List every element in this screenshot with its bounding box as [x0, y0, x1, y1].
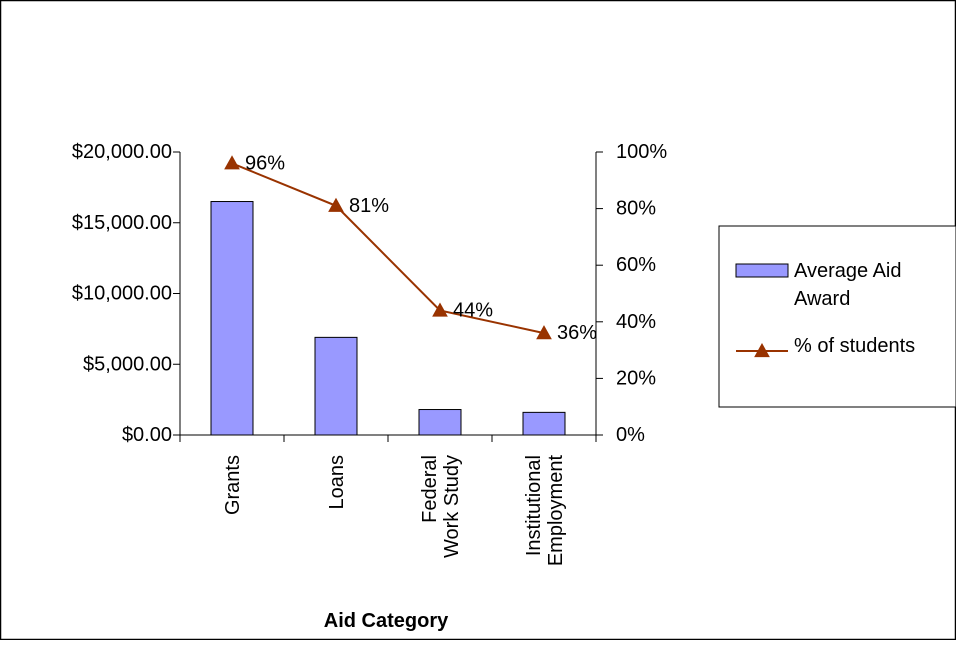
legend-label-average-aid-award: Award [794, 288, 850, 310]
legend: Average Aid Award % of students [718, 225, 956, 408]
x-tick-label: Institutional [523, 455, 545, 556]
y-tick-label-right: 20% [616, 367, 656, 389]
line-marker-2 [328, 197, 344, 212]
y-tick-label-left: $5,000.00 [83, 353, 172, 375]
x-tick-label: Loans [326, 455, 348, 510]
y-tick-label-right: 100% [616, 141, 667, 163]
data-label-1: 96% [245, 152, 285, 174]
y-tick-label-right: 40% [616, 311, 656, 333]
x-axis-title: Aid Category [324, 610, 449, 632]
line-marker-3 [432, 302, 448, 317]
legend-label-percent-students: % of students [794, 335, 915, 357]
y-tick-label-right: 0% [616, 424, 645, 446]
bar-3 [418, 409, 462, 436]
x-tick-label: Employment [545, 455, 567, 567]
y-tick-label-left: $10,000.00 [72, 283, 172, 305]
plot-area: $0.00 $5,000.00 $10,000.00 $15,000.00 $20,00… [72, 141, 667, 632]
bar-1 [210, 201, 254, 436]
line-percent-students [231, 162, 545, 335]
legend-swatch-marker [754, 342, 770, 358]
x-tick-label: Grants [222, 455, 244, 515]
bar-4 [522, 411, 566, 436]
data-label-3: 44% [453, 299, 493, 321]
y-tick-label-left: $15,000.00 [72, 212, 172, 234]
y-tick-label-right: 80% [616, 198, 656, 220]
data-label-4: 36% [557, 322, 597, 344]
line-marker-1 [224, 155, 240, 170]
legend-label-average-aid-award: Average Aid [794, 260, 902, 282]
line-marker-4 [536, 325, 552, 340]
x-tick-label: Federal [419, 455, 441, 523]
y-tick-label-left: $20,000.00 [72, 141, 172, 163]
legend-box [718, 225, 956, 408]
y-tick-label-left: $0.00 [122, 424, 172, 446]
y-tick-label-right: 60% [616, 254, 656, 276]
bar-2 [314, 336, 358, 436]
legend-swatch-bar [735, 263, 789, 278]
x-tick-label: Work Study [441, 455, 463, 558]
data-label-2: 81% [349, 195, 389, 217]
